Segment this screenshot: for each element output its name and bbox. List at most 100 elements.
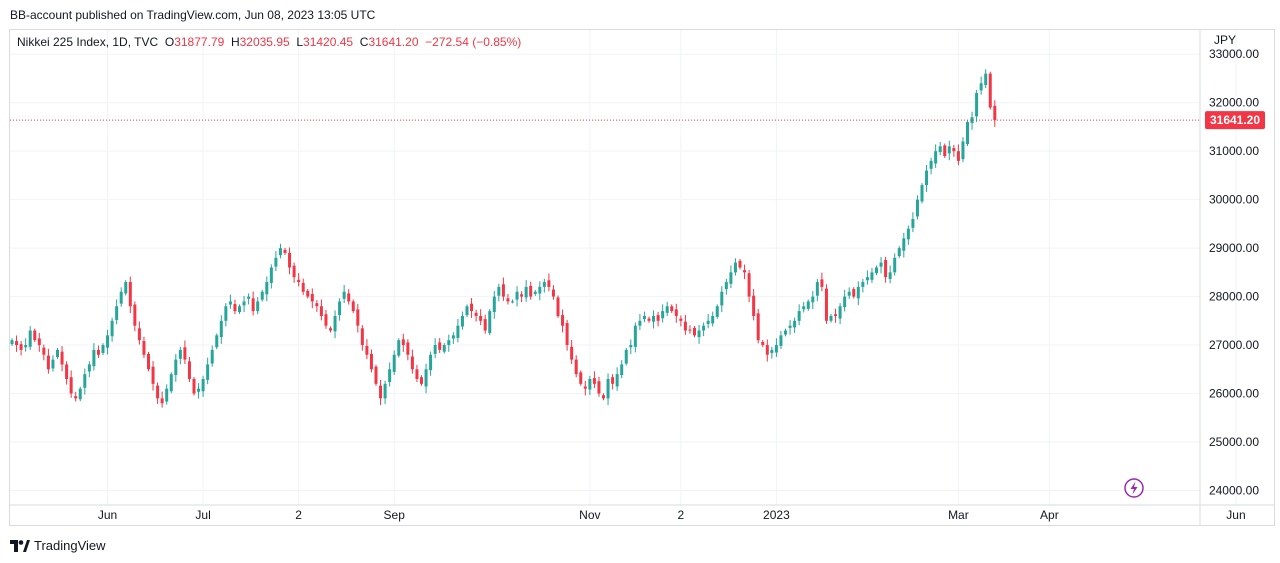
candle-body bbox=[615, 374, 619, 387]
candle-body bbox=[711, 315, 715, 324]
candle-body bbox=[206, 364, 210, 380]
candle-body bbox=[561, 315, 565, 326]
candle-body bbox=[902, 238, 906, 251]
candle-body bbox=[533, 291, 537, 294]
candle-body bbox=[60, 351, 64, 365]
high-value: 32035.95 bbox=[239, 35, 290, 49]
candle-body bbox=[861, 282, 865, 287]
candle-body bbox=[884, 260, 888, 278]
time-tick-label: Nov bbox=[579, 508, 600, 522]
tradingview-logo-icon bbox=[10, 539, 30, 552]
candle-body bbox=[74, 396, 78, 399]
currency-label: JPY bbox=[1214, 33, 1236, 47]
candle-body bbox=[706, 320, 710, 324]
candle-body bbox=[870, 272, 874, 280]
candle-body bbox=[215, 335, 219, 348]
time-tick-label: Jun bbox=[98, 508, 117, 522]
candle-body bbox=[456, 325, 460, 338]
last-price-value: 31641.20 bbox=[1210, 113, 1260, 127]
candle-body bbox=[10, 340, 14, 345]
price-tick-label: 31000.00 bbox=[1209, 144, 1259, 158]
open-label: O bbox=[164, 35, 175, 49]
chart-grid bbox=[9, 29, 1275, 526]
candle-body bbox=[379, 385, 383, 399]
candle-body bbox=[233, 304, 237, 312]
candle-body bbox=[579, 372, 583, 384]
candle-body bbox=[365, 345, 369, 355]
candle-body bbox=[410, 356, 414, 370]
candle-body bbox=[811, 296, 815, 303]
candle-body bbox=[228, 301, 232, 305]
candle-body bbox=[802, 306, 806, 310]
candle-body bbox=[415, 369, 419, 379]
candle-body bbox=[497, 286, 501, 296]
candle-body bbox=[879, 262, 883, 267]
candle-body bbox=[979, 83, 983, 91]
low-label: L bbox=[296, 35, 304, 49]
candle-body bbox=[629, 345, 633, 348]
candle-body bbox=[720, 291, 724, 306]
candle-body bbox=[852, 289, 856, 297]
candle-body bbox=[624, 349, 628, 364]
footer-brand-label: TradingView bbox=[34, 538, 106, 553]
candle-body bbox=[688, 329, 692, 331]
candle-body bbox=[137, 328, 141, 341]
price-tick-label: 30000.00 bbox=[1209, 193, 1259, 207]
candle-body bbox=[633, 325, 637, 347]
candle-body bbox=[915, 199, 919, 217]
candle-body bbox=[652, 315, 656, 322]
candle-body bbox=[187, 361, 191, 379]
symbol-name[interactable]: Nikkei 225 Index, 1D, TVC bbox=[17, 35, 159, 49]
candle-body bbox=[474, 312, 478, 316]
candle-body bbox=[142, 341, 146, 355]
candle-body bbox=[865, 277, 869, 281]
candle-body bbox=[961, 141, 965, 160]
candle-body bbox=[847, 291, 851, 296]
candle-body bbox=[547, 280, 551, 287]
change-value: −272.54 (−0.85%) bbox=[425, 35, 522, 49]
candle-body bbox=[529, 286, 533, 297]
candle-body bbox=[124, 282, 128, 294]
open-value: 31877.79 bbox=[174, 35, 225, 49]
candle-body bbox=[329, 328, 332, 331]
time-tick-label: Mar bbox=[948, 508, 969, 522]
time-tick-label: Jun bbox=[1226, 508, 1245, 522]
candle-body bbox=[483, 319, 487, 331]
candle-body bbox=[347, 293, 351, 302]
candle-body bbox=[820, 279, 824, 287]
candle-body bbox=[656, 315, 660, 321]
candle-body bbox=[192, 378, 196, 394]
candle-body bbox=[934, 151, 938, 164]
candle-body bbox=[147, 353, 150, 370]
candle-body bbox=[46, 355, 50, 370]
candle-body bbox=[242, 301, 246, 306]
candle-body bbox=[670, 306, 674, 312]
candle-body bbox=[947, 146, 951, 154]
candle-body bbox=[911, 219, 915, 228]
candle-body bbox=[893, 257, 897, 273]
candle-body bbox=[174, 359, 178, 376]
candle-body bbox=[156, 385, 160, 399]
candle-body bbox=[247, 296, 251, 299]
candle-body bbox=[106, 335, 110, 348]
candle-body bbox=[592, 378, 596, 384]
candle-body bbox=[397, 340, 401, 356]
candle-body bbox=[310, 293, 314, 302]
candle-body bbox=[679, 318, 683, 321]
candle-body bbox=[829, 315, 833, 321]
time-tick-label: Jul bbox=[195, 508, 210, 522]
candle-body bbox=[297, 279, 301, 283]
close-value: 31641.20 bbox=[368, 35, 419, 49]
candle-body bbox=[251, 298, 255, 312]
candle-body bbox=[738, 260, 742, 268]
price-tick-label: 29000.00 bbox=[1209, 241, 1259, 255]
candle-body bbox=[729, 272, 733, 284]
candle-body bbox=[702, 325, 706, 331]
price-tick-label: 25000.00 bbox=[1209, 435, 1259, 449]
candle-body bbox=[611, 377, 615, 384]
candle-body bbox=[219, 320, 223, 338]
lightning-icon[interactable] bbox=[1124, 478, 1144, 498]
published-header: BB-account published on TradingView.com,… bbox=[10, 8, 376, 22]
footer-brand[interactable]: TradingView bbox=[10, 538, 106, 553]
